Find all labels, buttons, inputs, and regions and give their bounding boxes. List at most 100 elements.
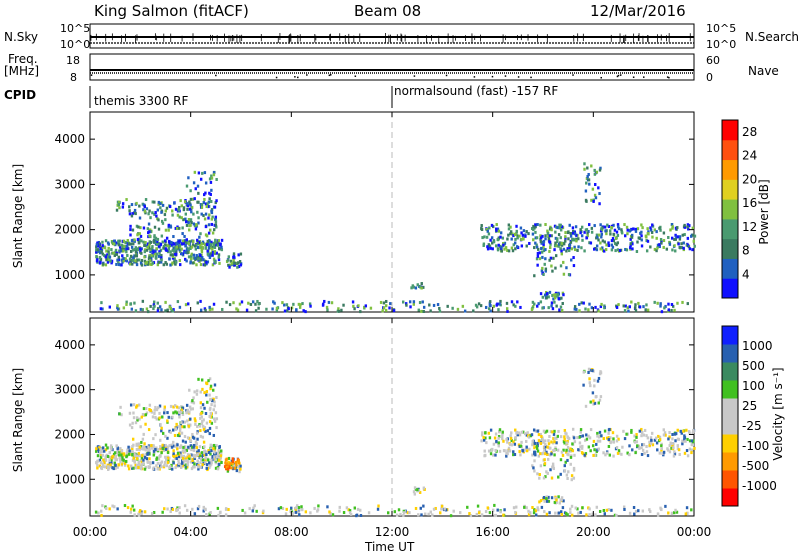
velocity-cell — [551, 462, 555, 466]
power-cell — [579, 231, 582, 235]
power-cell — [118, 200, 121, 204]
velocity-cell — [156, 461, 160, 465]
velocity-cell — [658, 435, 662, 439]
power-cell — [539, 234, 542, 238]
power-cell — [676, 226, 679, 230]
power-cell — [615, 305, 619, 309]
power-cell — [184, 240, 187, 244]
velocity-cell — [328, 510, 331, 514]
velocity-cell — [174, 427, 178, 431]
power-cell — [498, 302, 501, 306]
velocity-cell — [505, 451, 508, 455]
velocity-cell — [127, 467, 131, 471]
velocity-cell — [175, 411, 179, 415]
velocity-cell — [641, 431, 644, 435]
power-cell — [592, 199, 595, 203]
velocity-cell — [579, 430, 582, 434]
velocity-cell — [144, 407, 148, 411]
power-cell — [540, 246, 543, 250]
velocity-cell — [509, 436, 513, 440]
power-cell — [562, 272, 566, 276]
power-cell — [420, 309, 423, 313]
velocity-cell — [584, 404, 588, 408]
power-cell — [607, 241, 610, 245]
velocity-cell — [181, 412, 185, 416]
velocity-cell — [690, 443, 694, 447]
power-cell — [674, 233, 677, 237]
power-cell — [228, 303, 232, 307]
velocity-cell — [498, 449, 502, 453]
velocity-cell — [345, 506, 349, 510]
power-cell — [200, 205, 204, 209]
power-cell — [359, 310, 362, 314]
power-cell — [514, 237, 517, 241]
velocity-cell — [133, 458, 136, 462]
velocity-cell — [536, 449, 540, 453]
power-cell — [218, 247, 221, 251]
power-cell — [546, 229, 549, 233]
power-cell — [187, 255, 191, 259]
velocity-cell — [583, 438, 587, 442]
power-cell — [206, 260, 210, 264]
velocity-cell — [628, 511, 632, 515]
power-cell — [99, 307, 103, 311]
power-cell — [604, 229, 607, 233]
velocity-cell — [512, 506, 516, 510]
velocity-cell — [557, 495, 560, 499]
velocity-cell — [192, 453, 195, 457]
power-cell — [607, 244, 611, 248]
power-cell — [122, 259, 125, 263]
power-cell — [213, 252, 217, 256]
power-cell — [140, 239, 143, 243]
power-cell — [212, 257, 216, 261]
power-cell — [204, 225, 208, 229]
velocity-cell — [522, 449, 526, 453]
power-cell — [283, 303, 286, 307]
velocity-cell — [148, 457, 151, 461]
power-cell — [571, 226, 575, 230]
velocity-cell — [208, 512, 211, 516]
power-cell — [594, 183, 597, 187]
power-cell — [573, 248, 577, 252]
velocity-cell — [185, 508, 189, 512]
power-cell — [178, 305, 182, 309]
power-cell — [182, 239, 185, 243]
power-cell — [215, 225, 218, 229]
velocity-cell — [219, 452, 223, 456]
power-cell — [573, 230, 576, 234]
power-cell — [179, 263, 182, 267]
velocity-cell — [148, 403, 152, 407]
velocity-cell — [452, 509, 455, 513]
velocity-cell — [127, 448, 130, 452]
velocity-cell — [131, 421, 134, 425]
nave-dot — [215, 74, 217, 77]
velocity-cell — [160, 465, 163, 469]
velocity-cell — [96, 448, 100, 452]
strip-marks — [89, 33, 694, 79]
power-cell — [520, 231, 523, 235]
velocity-cell — [183, 420, 186, 424]
velocity-cell — [127, 464, 130, 468]
power-cell — [125, 259, 129, 263]
velocity-cell — [95, 445, 99, 449]
power-cell — [100, 250, 103, 254]
power-cell — [186, 246, 189, 250]
velocity-cell — [545, 499, 549, 503]
velocity-cell — [615, 513, 618, 517]
velocity-cell — [597, 376, 601, 380]
velocity-cell — [566, 458, 569, 462]
velocity-cell — [612, 454, 615, 458]
power-cell — [115, 241, 118, 245]
velocity-cell — [538, 500, 541, 504]
power-cell — [603, 240, 606, 244]
power-cell — [678, 235, 682, 239]
velocity-cell — [190, 448, 193, 452]
cpid-label: CPID — [4, 88, 37, 102]
power-cell — [514, 241, 517, 245]
power-cell — [549, 256, 553, 260]
power-cell — [599, 247, 602, 251]
power-cell — [541, 295, 545, 299]
velocity-cell — [572, 436, 576, 440]
velocity-cell — [571, 442, 574, 446]
power-cell — [116, 258, 119, 262]
